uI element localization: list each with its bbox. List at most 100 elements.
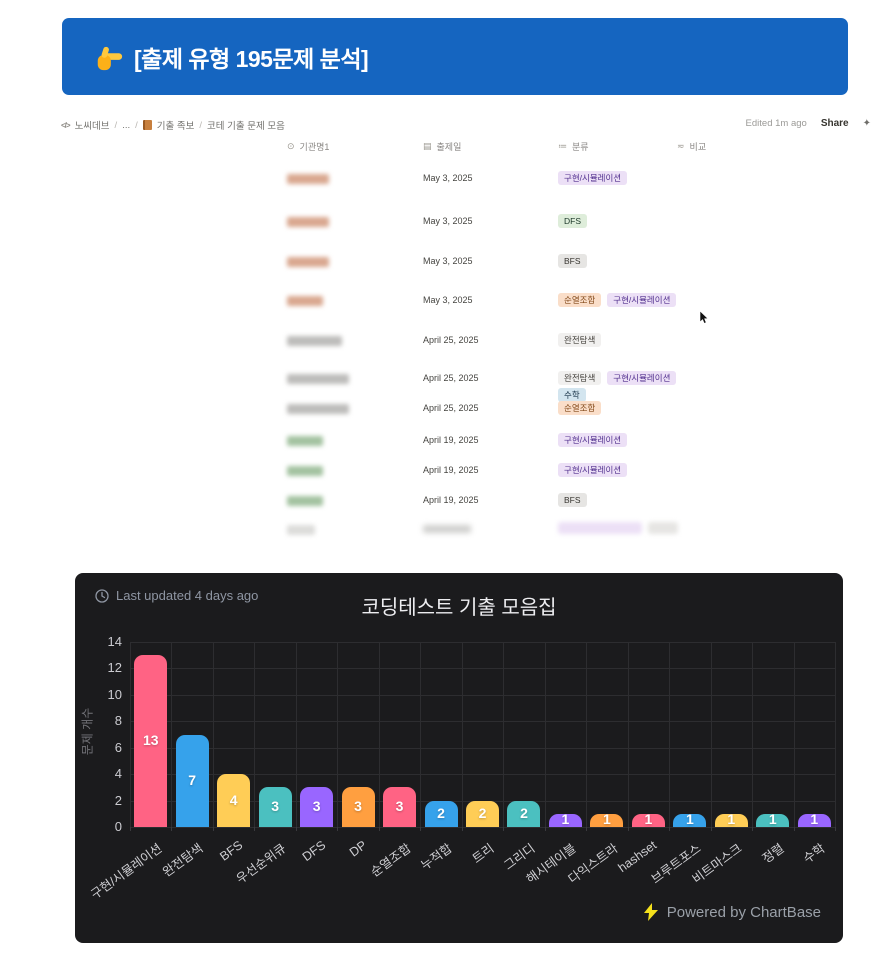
bar-value-label: 3: [354, 798, 362, 815]
row-date[interactable]: May 3, 2025: [423, 216, 473, 226]
bar-DFS: 3: [300, 787, 334, 827]
row-name-redacted[interactable]: [287, 217, 329, 227]
tag-구현/시뮬레이션[interactable]: 구현/시뮬레이션: [607, 293, 677, 308]
y-tick-label: 6: [114, 739, 122, 755]
row-date[interactable]: April 19, 2025: [423, 435, 479, 445]
gridline-v: [337, 642, 339, 827]
row-name-redacted[interactable]: [287, 404, 349, 414]
bar-value-label: 3: [312, 798, 321, 815]
gridline-v: [627, 642, 629, 827]
bar-브루트포스: 1: [673, 811, 707, 827]
tag-구현/시뮬레이션[interactable]: 구현/시뮬레이션: [607, 371, 677, 386]
row-tags: 순열조합 구현/시뮬레이션: [558, 293, 677, 308]
last-updated: Last updated 4 days ago: [95, 588, 258, 603]
row-date[interactable]: April 19, 2025: [423, 495, 479, 505]
column-icon: ⊙: [287, 141, 295, 151]
tag-구현/시뮬레이션[interactable]: 구현/시뮬레이션: [558, 171, 628, 186]
column-label: 비교: [689, 142, 707, 152]
row-name-redacted[interactable]: [287, 436, 323, 446]
row-date[interactable]: May 3, 2025: [423, 295, 473, 305]
breadcrumb-item[interactable]: 노씨데브: [74, 121, 110, 132]
breadcrumb-item[interactable]: 코테 기출 문제 모음: [207, 121, 285, 132]
tag-순열조합[interactable]: 순열조합: [558, 401, 602, 416]
x-tick-mark: [461, 827, 463, 831]
top-trailing-icon[interactable]: ✦: [862, 118, 871, 129]
row-date[interactable]: April 19, 2025: [423, 465, 479, 475]
bar-hashset: 1: [631, 811, 665, 827]
x-tick-mark: [627, 827, 629, 831]
tag-구현/시뮬레이션[interactable]: 구현/시뮬레이션: [558, 433, 628, 448]
bar-value-label: 1: [768, 811, 777, 828]
plot-area: 0 2 4 6 8 10 12 14 13 구현/시뮬레이션 7 완전탐색 4 BFS 3 우선순위큐 3 DFS…: [88, 634, 836, 902]
x-tick-mark: [295, 827, 297, 831]
row-date[interactable]: May 3, 2025: [423, 173, 473, 183]
gridline-h: [130, 827, 835, 828]
row-date[interactable]: April 25, 2025: [423, 403, 479, 413]
tag-완전탐색[interactable]: 완전탐색: [558, 333, 602, 348]
column-header-4[interactable]: ≂ 비교: [677, 140, 706, 153]
chart-footer-text: Powered by ChartBase: [666, 903, 821, 921]
row-name-redacted[interactable]: [287, 257, 329, 267]
gridline-v: [420, 642, 422, 827]
tag-redacted[interactable]: [648, 522, 678, 534]
breadcrumb-separator: /: [135, 119, 138, 131]
row-date-redacted[interactable]: [423, 525, 471, 533]
tag-BFS[interactable]: BFS: [558, 493, 587, 508]
tag-DFS[interactable]: DFS: [558, 214, 587, 229]
row-tags: BFS: [558, 254, 587, 269]
tag-redacted[interactable]: [558, 522, 642, 534]
x-tick-mark: [669, 827, 671, 831]
x-tick-mark: [378, 827, 380, 831]
column-header-2[interactable]: ▤ 출제일: [423, 140, 461, 153]
column-header-3[interactable]: ≔ 분류: [558, 140, 589, 153]
y-tick-label: 8: [114, 713, 122, 729]
row-date[interactable]: April 25, 2025: [423, 335, 479, 345]
tag-수학[interactable]: 수학: [558, 388, 586, 403]
gridline-v: [461, 642, 463, 827]
row-date[interactable]: May 3, 2025: [423, 256, 473, 266]
chart-title: 코딩테스트 기출 모음집: [361, 597, 557, 619]
row-name-redacted[interactable]: [287, 525, 315, 535]
breadcrumb-item[interactable]: 기출 족보: [156, 121, 195, 132]
row-name-redacted[interactable]: [287, 374, 349, 384]
row-name-redacted[interactable]: [287, 296, 323, 306]
bar-value-label: 1: [810, 811, 819, 828]
row-name-redacted[interactable]: [287, 496, 323, 506]
x-tick-mark: [793, 827, 795, 831]
tag-완전탐색[interactable]: 완전탐색: [558, 371, 602, 386]
notion-screenshot: </> 노씨데브 /... / 기출 족보 / 코테 기출 문제 모음 Edited 1m …: [55, 108, 893, 548]
x-tick-mark: [212, 827, 214, 831]
bar-해시테이블: 1: [548, 811, 582, 827]
row-name-redacted[interactable]: [287, 174, 329, 184]
tag-구현/시뮬레이션[interactable]: 구현/시뮬레이션: [558, 463, 628, 478]
column-label: 분류: [572, 142, 589, 152]
row-tags: 순열조합: [558, 401, 602, 416]
gridline-h: [130, 721, 835, 723]
share-button[interactable]: Share: [820, 118, 849, 129]
row-date[interactable]: April 25, 2025: [423, 373, 479, 383]
row-name-redacted[interactable]: [287, 336, 342, 346]
x-tick-mark: [710, 827, 712, 831]
bar-비트마스크: 1: [714, 811, 748, 828]
tag-BFS[interactable]: BFS: [558, 254, 587, 269]
x-tick-mark: [752, 827, 754, 831]
clock-icon: [95, 588, 109, 603]
code-icon: </>: [61, 120, 71, 130]
breadcrumb-item[interactable]: ...: [122, 119, 131, 131]
gridline-v: [171, 642, 173, 827]
bar-DP: 3: [341, 787, 375, 827]
bar-value-label: 2: [478, 804, 487, 821]
bar-value-label: 2: [437, 804, 445, 821]
column-header-1[interactable]: ⊙ 기관명1: [287, 140, 329, 153]
x-tick-mark: [503, 827, 505, 831]
banner: [출제 유형 195문제 분석]: [62, 18, 848, 95]
gridline-h: [130, 668, 835, 670]
bar-구현/시뮬레이션: 13: [134, 655, 168, 827]
bar-value-label: 1: [727, 811, 736, 828]
column-icon: ▤: [423, 141, 432, 151]
gridline-v: [669, 642, 671, 827]
chart-footer: Powered by ChartBase: [643, 903, 821, 921]
bar-value-label: 13: [142, 732, 159, 749]
tag-순열조합[interactable]: 순열조합: [558, 293, 602, 308]
row-name-redacted[interactable]: [287, 466, 323, 476]
